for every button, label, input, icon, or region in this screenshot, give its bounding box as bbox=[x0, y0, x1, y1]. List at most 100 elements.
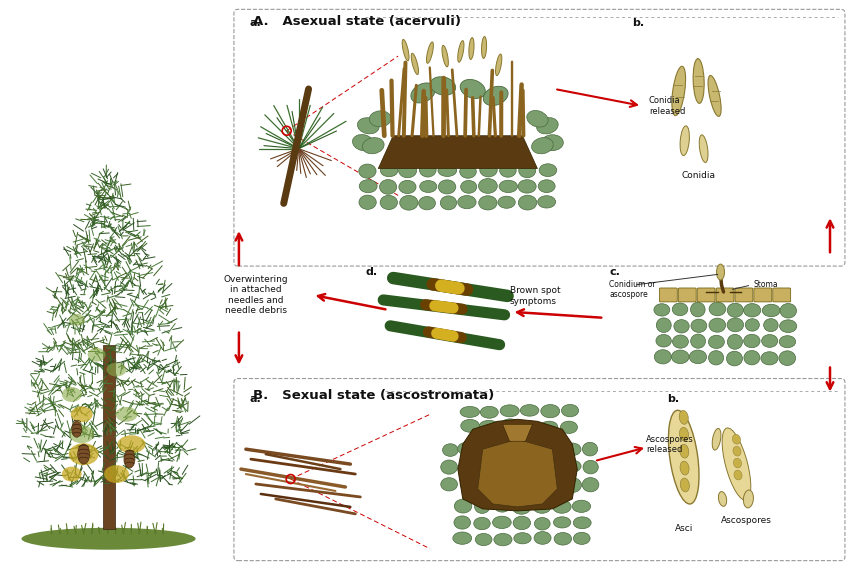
Ellipse shape bbox=[780, 303, 796, 318]
Ellipse shape bbox=[554, 532, 571, 545]
Ellipse shape bbox=[527, 111, 548, 127]
Ellipse shape bbox=[656, 318, 672, 332]
Ellipse shape bbox=[680, 461, 689, 475]
Ellipse shape bbox=[440, 196, 456, 210]
Ellipse shape bbox=[541, 135, 564, 151]
Text: a.: a. bbox=[250, 18, 262, 28]
Ellipse shape bbox=[674, 320, 689, 333]
Ellipse shape bbox=[454, 516, 471, 529]
Text: Asci: Asci bbox=[675, 524, 693, 534]
Text: Overwintering
in attached
needles and
needle debris: Overwintering in attached needles and ne… bbox=[224, 275, 288, 315]
Text: Stoma: Stoma bbox=[753, 280, 778, 289]
Ellipse shape bbox=[535, 518, 550, 530]
Ellipse shape bbox=[518, 195, 537, 210]
Ellipse shape bbox=[733, 446, 741, 456]
Ellipse shape bbox=[672, 350, 689, 363]
Ellipse shape bbox=[104, 465, 129, 483]
Ellipse shape bbox=[427, 42, 434, 64]
Ellipse shape bbox=[402, 39, 409, 61]
Ellipse shape bbox=[473, 517, 490, 530]
Ellipse shape bbox=[479, 179, 497, 193]
Ellipse shape bbox=[574, 532, 590, 544]
Ellipse shape bbox=[479, 196, 497, 210]
Ellipse shape bbox=[441, 478, 457, 491]
Ellipse shape bbox=[654, 304, 670, 316]
Ellipse shape bbox=[583, 460, 598, 474]
Ellipse shape bbox=[538, 180, 555, 193]
Text: A.   Asexual state (acervuli): A. Asexual state (acervuli) bbox=[252, 15, 461, 28]
Ellipse shape bbox=[553, 517, 571, 528]
Ellipse shape bbox=[460, 164, 476, 178]
Ellipse shape bbox=[572, 500, 591, 513]
Ellipse shape bbox=[560, 421, 577, 433]
Ellipse shape bbox=[117, 435, 145, 453]
Ellipse shape bbox=[498, 196, 515, 208]
Ellipse shape bbox=[499, 180, 518, 193]
Ellipse shape bbox=[727, 318, 744, 332]
Polygon shape bbox=[458, 420, 577, 511]
Ellipse shape bbox=[693, 58, 704, 103]
Ellipse shape bbox=[689, 350, 706, 363]
Ellipse shape bbox=[430, 77, 456, 95]
Ellipse shape bbox=[733, 434, 740, 444]
Ellipse shape bbox=[358, 118, 379, 134]
Ellipse shape bbox=[483, 86, 508, 105]
Ellipse shape bbox=[541, 404, 559, 418]
Ellipse shape bbox=[744, 350, 760, 365]
Ellipse shape bbox=[709, 318, 726, 332]
Ellipse shape bbox=[552, 500, 571, 513]
Ellipse shape bbox=[514, 532, 531, 544]
Ellipse shape bbox=[762, 335, 778, 348]
FancyBboxPatch shape bbox=[773, 288, 790, 302]
Ellipse shape bbox=[500, 405, 519, 417]
Ellipse shape bbox=[454, 499, 472, 513]
Ellipse shape bbox=[672, 303, 688, 316]
Ellipse shape bbox=[71, 421, 82, 437]
Ellipse shape bbox=[762, 304, 780, 317]
Ellipse shape bbox=[708, 335, 724, 349]
Ellipse shape bbox=[541, 421, 558, 432]
Ellipse shape bbox=[679, 428, 689, 441]
Ellipse shape bbox=[672, 335, 688, 348]
Ellipse shape bbox=[480, 407, 498, 418]
Ellipse shape bbox=[495, 500, 510, 512]
Ellipse shape bbox=[734, 458, 741, 468]
Ellipse shape bbox=[379, 180, 397, 194]
Ellipse shape bbox=[582, 477, 599, 492]
FancyBboxPatch shape bbox=[735, 288, 753, 302]
Ellipse shape bbox=[457, 41, 464, 62]
Ellipse shape bbox=[709, 350, 723, 365]
Ellipse shape bbox=[77, 444, 89, 464]
Ellipse shape bbox=[672, 66, 686, 116]
Ellipse shape bbox=[353, 134, 374, 151]
Ellipse shape bbox=[399, 163, 416, 177]
Ellipse shape bbox=[457, 442, 477, 455]
FancyBboxPatch shape bbox=[660, 288, 677, 302]
Ellipse shape bbox=[734, 470, 742, 480]
Ellipse shape bbox=[691, 334, 706, 348]
Ellipse shape bbox=[475, 534, 492, 545]
Ellipse shape bbox=[441, 460, 457, 474]
Ellipse shape bbox=[573, 517, 591, 528]
Ellipse shape bbox=[728, 335, 743, 349]
Ellipse shape bbox=[420, 180, 437, 192]
Ellipse shape bbox=[88, 348, 105, 362]
Ellipse shape bbox=[679, 411, 689, 424]
Ellipse shape bbox=[116, 407, 138, 422]
Text: Conidia
released: Conidia released bbox=[649, 96, 685, 116]
Ellipse shape bbox=[460, 460, 476, 474]
Ellipse shape bbox=[563, 477, 581, 493]
Ellipse shape bbox=[718, 492, 727, 506]
Ellipse shape bbox=[369, 111, 391, 127]
Ellipse shape bbox=[438, 164, 456, 176]
Ellipse shape bbox=[62, 387, 82, 402]
Text: c.: c. bbox=[609, 267, 620, 277]
Ellipse shape bbox=[458, 196, 476, 209]
Ellipse shape bbox=[534, 532, 551, 544]
Ellipse shape bbox=[654, 350, 672, 364]
Bar bbox=[103, 345, 115, 529]
Ellipse shape bbox=[439, 180, 456, 194]
Ellipse shape bbox=[419, 162, 436, 177]
Ellipse shape bbox=[728, 303, 743, 317]
Ellipse shape bbox=[745, 319, 759, 331]
